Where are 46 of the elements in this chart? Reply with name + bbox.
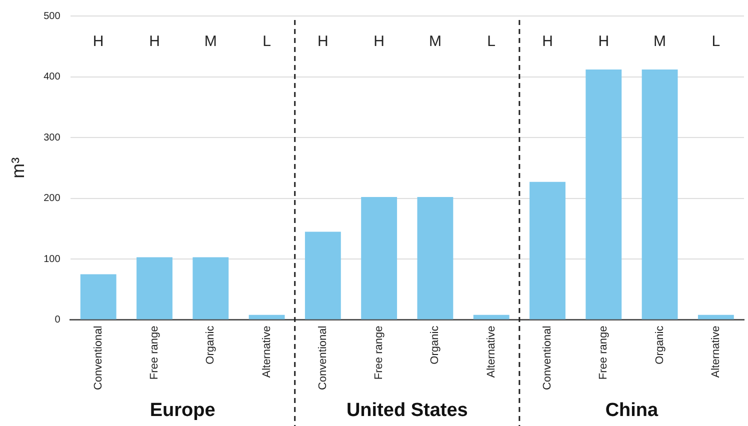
bar: [586, 69, 622, 320]
y-tick-label: 400: [44, 72, 61, 83]
y-tick-label: 0: [54, 314, 61, 326]
x-tick-label: Conventional: [542, 326, 554, 390]
x-tick-label: Conventional: [316, 326, 329, 390]
annotation: L: [262, 33, 271, 50]
x-tick-label: Alternative: [710, 326, 722, 378]
bar: [530, 182, 566, 320]
text: China: [605, 400, 659, 421]
bar: [698, 314, 734, 320]
annotation: H: [318, 33, 328, 50]
annotation: H: [542, 33, 553, 50]
x-tick-label: Free range: [598, 326, 610, 380]
bar: [80, 274, 116, 320]
annotation: H: [598, 33, 610, 50]
bar: [304, 232, 341, 320]
x-tick-label: Organic: [204, 325, 217, 364]
x-tick-label: Alternative: [485, 326, 498, 378]
y-tick-label: 100: [44, 254, 61, 265]
annotation: H: [374, 33, 384, 50]
x-tick-label: Organic: [654, 325, 666, 364]
text: United States: [346, 400, 468, 421]
y-tick-label: 500: [44, 10, 61, 22]
x-tick-label: Conventional: [92, 326, 104, 390]
annotation: M: [204, 33, 217, 50]
bar: [136, 257, 172, 320]
x-tick-label: Alternative: [260, 326, 273, 378]
annotation: H: [149, 33, 160, 50]
y-tick-label: 300: [44, 132, 61, 144]
x-tick-label: Free range: [373, 326, 386, 380]
bar: [192, 257, 229, 320]
annotation: M: [428, 33, 442, 50]
y-tick-label: 200: [44, 193, 61, 204]
y-axis-title: m³: [8, 157, 28, 178]
annotation: L: [487, 33, 496, 50]
bar: [248, 314, 285, 320]
annotation: H: [92, 33, 104, 50]
text: Europe: [150, 400, 216, 421]
x-tick-label: Free range: [148, 326, 161, 380]
bar: [417, 197, 454, 320]
bar: [473, 314, 510, 320]
annotation: M: [654, 33, 666, 50]
bar: [642, 69, 678, 320]
bar: [361, 197, 398, 320]
annotation: L: [712, 33, 720, 50]
x-tick-label: Organic: [429, 325, 442, 364]
